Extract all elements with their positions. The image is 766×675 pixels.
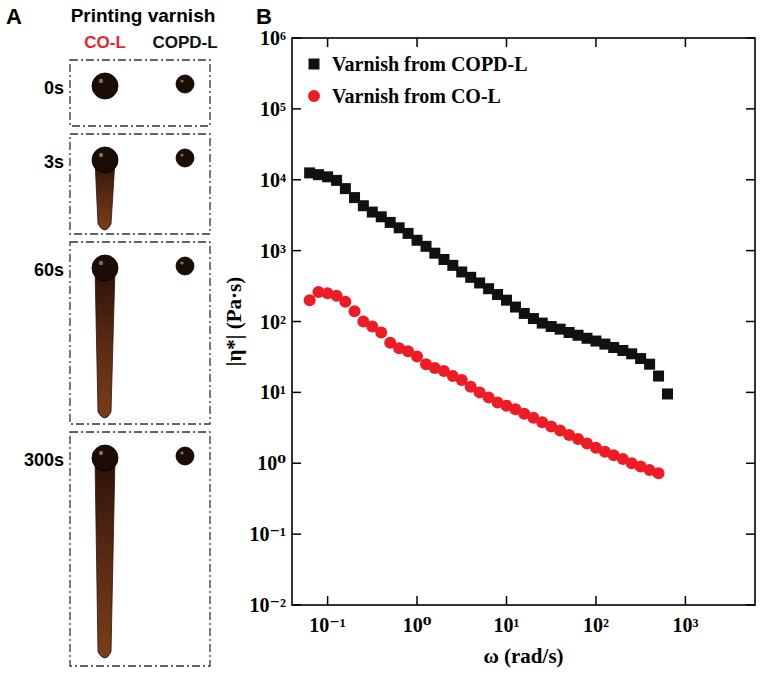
data-point (644, 359, 655, 370)
x-tick-label: 10³ (672, 614, 698, 636)
x-tick-label: 10¹ (493, 614, 519, 636)
time-label: 300s (24, 450, 64, 470)
drop-highlight (99, 261, 103, 265)
drop-highlight (99, 451, 103, 455)
data-marks (304, 167, 673, 479)
legend-marker (309, 59, 320, 70)
drop-highlight (180, 153, 183, 156)
data-point (304, 294, 316, 306)
x-tick-label: 10² (583, 614, 609, 636)
drop-highlight (99, 79, 103, 83)
frame-box (70, 242, 210, 424)
varnish-drop (176, 75, 194, 93)
frame-box (70, 432, 210, 666)
panel-title: Printing varnish (71, 5, 216, 26)
time-label: 60s (34, 260, 64, 280)
x-tick (416, 596, 418, 605)
x-tick (685, 38, 687, 47)
drop-highlight (180, 79, 183, 82)
y-tick (292, 463, 301, 465)
x-tick (416, 38, 418, 47)
y-tick (292, 392, 301, 394)
legend-label: Varnish from CO-L (332, 85, 501, 107)
column-label: CO-L (84, 33, 126, 52)
legend: Varnish from COPD-L Varnish from CO-L (308, 53, 528, 107)
y-tick (746, 108, 755, 110)
y-tick (746, 533, 755, 535)
y-tick (746, 250, 755, 252)
y-tick (746, 463, 755, 465)
y-tick-label: 10⁻¹ (249, 523, 286, 545)
panel-letter: B (256, 4, 272, 29)
x-tick (595, 596, 597, 605)
time-label: 3s (44, 152, 64, 172)
y-tick (292, 321, 301, 323)
drop-highlight (99, 153, 103, 157)
y-tick-label: 10² (260, 311, 286, 333)
y-tick-label: 10⁴ (260, 169, 286, 191)
y-tick-label: 10⁻² (249, 594, 286, 616)
x-tick (506, 38, 508, 47)
varnish-drop (176, 257, 194, 275)
x-tick-label: 10⁰ (403, 614, 432, 636)
varnish-drop (176, 447, 194, 465)
x-axis-title: ω (rad/s) (483, 644, 563, 668)
x-tick-label: 10⁻¹ (309, 614, 346, 636)
panel-letter: A (6, 4, 22, 29)
legend-marker (308, 90, 320, 102)
data-point (349, 305, 361, 317)
drop-highlight (180, 261, 183, 264)
data-point (662, 388, 673, 399)
varnish-drop (92, 73, 118, 99)
varnish-drop (176, 149, 194, 167)
legend-label: Varnish from COPD-L (332, 53, 528, 75)
data-point (653, 467, 665, 479)
x-tick (685, 596, 687, 605)
plot-frame (292, 38, 755, 605)
y-tick (746, 321, 755, 323)
x-tick (327, 38, 329, 47)
varnish-trail (95, 268, 115, 418)
y-tick-label: 10¹ (260, 381, 286, 403)
figure: A B Printing varnish CO-L COPD-L 0s 3s 60s 300s 1… (0, 0, 766, 675)
x-tick (595, 38, 597, 47)
varnish-drop (92, 147, 118, 173)
varnish-drop (92, 445, 118, 471)
y-tick (746, 179, 755, 181)
data-point (653, 371, 664, 382)
varnish-trail (95, 458, 115, 658)
column-label: COPD-L (152, 33, 217, 52)
y-axis-title: |η*| (Pa·s) (222, 277, 246, 366)
y-tick-label: 10⁶ (260, 27, 286, 49)
y-tick-label: 10³ (260, 240, 286, 262)
y-tick-label: 10⁵ (260, 98, 286, 120)
panel-a: Printing varnish CO-L COPD-L 0s 3s 60s 300s (24, 5, 218, 666)
x-tick (327, 596, 329, 605)
y-tick (292, 179, 301, 181)
y-tick (292, 108, 301, 110)
y-tick-label: 10⁰ (257, 452, 286, 474)
y-tick (292, 250, 301, 252)
panel-b: 10⁻¹ 10⁰ 10¹ 10² 10³ 10⁻² 10⁻¹ 10⁰ 10¹ 10² 10³ 10⁴ 1… (222, 27, 755, 668)
drop-highlight (180, 451, 183, 454)
varnish-drop (92, 255, 118, 281)
data-point (339, 296, 351, 308)
y-tick (292, 533, 301, 535)
y-tick (746, 392, 755, 394)
x-tick (506, 596, 508, 605)
frame-box (70, 134, 210, 234)
frame-box (70, 60, 210, 126)
time-label: 0s (44, 78, 64, 98)
data-point (375, 326, 387, 338)
